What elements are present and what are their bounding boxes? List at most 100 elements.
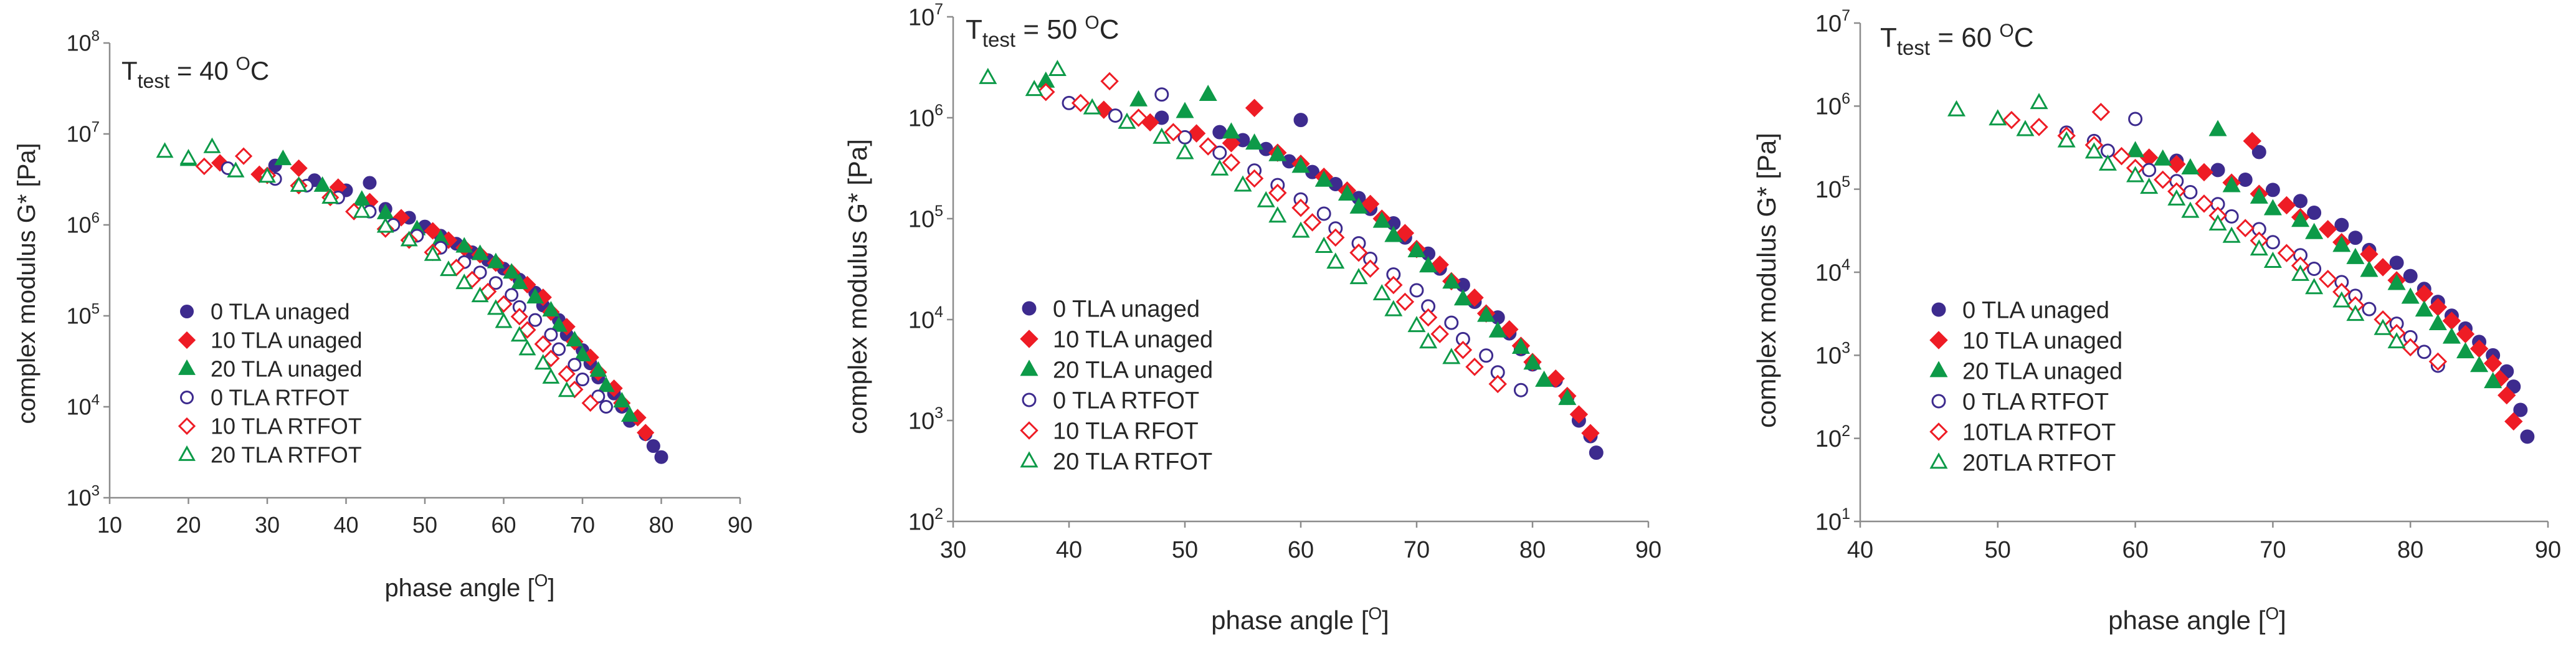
data-point [487, 252, 505, 268]
data-point [2126, 166, 2145, 183]
data-point [1257, 191, 1275, 207]
data-point [1071, 93, 1090, 113]
data-point [2334, 217, 2349, 232]
data-point [2030, 93, 2048, 110]
data-point [1154, 110, 1169, 125]
series-40c-3 [221, 161, 613, 414]
data-point [574, 345, 591, 361]
y-tick-label-50c: 106 [908, 102, 943, 131]
data-point [1989, 109, 2007, 126]
legend-item: 10TLA RTFOT [1929, 419, 2116, 445]
data-point [1372, 211, 1391, 228]
legend-item: 0 TLA unaged [180, 299, 350, 325]
title-sub-40c: test [138, 70, 170, 92]
data-point [2389, 255, 2404, 270]
data-point [1361, 194, 1380, 214]
legend-marker [1020, 421, 1038, 440]
data-point [568, 358, 582, 372]
data-point [1535, 370, 1554, 387]
data-point [1419, 332, 1438, 349]
data-point [2442, 327, 2461, 344]
y-tick-label-40c: 106 [67, 209, 100, 237]
data-point [195, 157, 213, 176]
legend-label: 20TLA RTFOT [1962, 450, 2116, 476]
data-point [2307, 262, 2322, 276]
data-point [2305, 222, 2324, 239]
data-point [2504, 412, 2523, 431]
x-tick-label-60c: 70 [2260, 537, 2286, 563]
legend-marker [1020, 330, 1038, 348]
data-point [1199, 137, 1217, 156]
title-main-60c: T [1880, 22, 1897, 53]
data-point [2348, 230, 2363, 245]
data-point [2238, 172, 2253, 187]
legend-item: 0 TLA unaged [1931, 297, 2109, 323]
chart-title-50c: Ttest = 50 OC [966, 12, 1119, 51]
legend-60c: 0 TLA unaged 10 TLA unaged 20 TLA unaged 0 … [1929, 297, 2122, 476]
data-point [2428, 352, 2448, 371]
data-point [1212, 145, 1227, 160]
legend-item: 0 TLA unaged [1022, 296, 1200, 322]
data-point [1349, 197, 1368, 214]
legend-marker [1929, 361, 1948, 378]
data-point [2374, 258, 2392, 277]
x-tick-label-60c: 60 [2122, 537, 2148, 563]
legend-40c: 0 TLA unaged 10 TLA unaged 20 TLA unaged 0 … [178, 299, 363, 468]
data-point [1581, 424, 1600, 442]
data-point [2332, 291, 2351, 308]
y-tick-label-50c: 103 [908, 404, 943, 434]
series-60c-1 [2139, 131, 2523, 431]
y-axis-label-50c: complex modulus G* [Pa] [843, 139, 872, 434]
data-point [2154, 149, 2172, 166]
data-point [203, 137, 221, 153]
data-point [1395, 224, 1415, 242]
data-point [2126, 141, 2145, 158]
data-point [1233, 175, 1252, 192]
series-50c-2 [1037, 71, 1577, 406]
data-point [2057, 131, 2076, 148]
data-point [2181, 158, 2200, 174]
data-point [1523, 353, 1542, 370]
legend-item: 20 TLA RTFOT [178, 442, 362, 468]
legend-label: 0 TLA RTFOT [1053, 387, 1199, 414]
y-tick-label-40c: 107 [67, 118, 100, 146]
data-point [1444, 315, 1459, 330]
data-point [2291, 264, 2310, 281]
data-point [2265, 183, 2280, 197]
data-point [1268, 145, 1287, 161]
legend-item: 20 TLA RTFOT [1020, 449, 1212, 475]
data-point [1407, 316, 1426, 333]
x-tick-label-40c: 90 [728, 512, 753, 538]
panel-60c: 40 50 60 70 80 90 101 102 103 104 105 106 107 Ttest … [1752, 7, 2561, 635]
data-point [1164, 123, 1183, 141]
data-point [495, 312, 513, 328]
data-point [1361, 259, 1380, 278]
data-point [234, 147, 253, 165]
title-degree-60c: O [1999, 21, 2013, 41]
data-point [510, 326, 528, 342]
data-point [2167, 189, 2186, 206]
data-point [558, 365, 576, 383]
data-point [2318, 270, 2337, 288]
data-point [599, 400, 613, 414]
data-point [2362, 302, 2377, 316]
data-point [2506, 379, 2521, 394]
x-tick-label-50c: 90 [1635, 537, 1661, 563]
x-axis-label-end-60c: ] [2279, 606, 2286, 635]
data-point [518, 340, 536, 356]
data-point [1511, 337, 1530, 354]
data-point [2208, 214, 2227, 231]
legend-label: 10TLA RTFOT [1962, 419, 2116, 445]
data-point [2307, 206, 2322, 221]
x-axis-label-end-40c: ] [548, 574, 554, 602]
data-point [2030, 118, 2048, 136]
y-tick-label-60c: 106 [1815, 90, 1850, 120]
x-tick-label-40c: 80 [649, 512, 673, 538]
legend-marker [178, 331, 196, 349]
data-point [376, 217, 394, 233]
data-point [1419, 308, 1438, 327]
data-point [1245, 169, 1264, 188]
data-point [505, 288, 519, 302]
data-point [1395, 292, 1415, 311]
legend-label: 0 TLA RTFOT [1962, 389, 2109, 415]
